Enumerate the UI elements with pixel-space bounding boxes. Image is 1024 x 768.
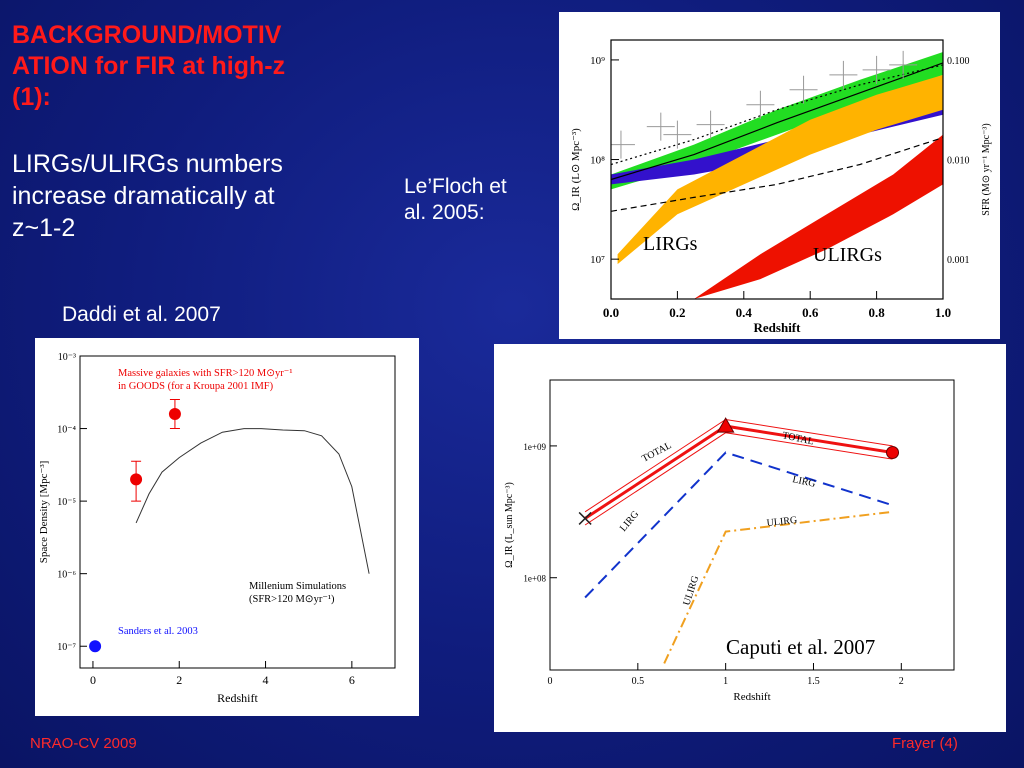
daddi-red-point-1 bbox=[168, 408, 181, 421]
lefloch-plot-area bbox=[611, 50, 943, 299]
lefloch-point-0 bbox=[611, 130, 635, 159]
lefloch-point-3 bbox=[696, 110, 725, 139]
daddi-y-tick-0: 10⁻⁷ bbox=[57, 642, 76, 653]
caputi-y-tick-1: 1e+09 bbox=[523, 442, 546, 452]
footer-right: Frayer (4) bbox=[892, 735, 958, 752]
lefloch-caption-line-1: Le’Floch et bbox=[404, 175, 507, 198]
lefloch-y-tick-1: 10⁸ bbox=[590, 155, 605, 167]
caputi-series-upper-0 bbox=[584, 418, 893, 513]
caputi-axes-frame bbox=[549, 379, 955, 671]
daddi-y-axis-label: Space Density [Mpc⁻³] bbox=[38, 461, 50, 564]
lefloch-x-tick-4: 0.8 bbox=[868, 305, 885, 320]
daddi-legend-red-line-2: in GOODS (for a Kroupa 2001 IMF) bbox=[118, 381, 274, 392]
daddi-y-tick-4: 10⁻³ bbox=[58, 352, 76, 363]
caputi-series-lower-0 bbox=[584, 432, 893, 526]
title-line-2: ATION for FIR at high-z bbox=[12, 52, 286, 80]
lefloch-band-3 bbox=[694, 134, 943, 299]
lefloch-x-tick-2: 0.4 bbox=[736, 305, 753, 320]
daddi-legend-sim-line-2: (SFR>120 M⊙yr⁻¹) bbox=[249, 594, 335, 605]
lefloch-point-7 bbox=[862, 55, 891, 84]
caputi-series-label-2: LIRG bbox=[618, 509, 641, 534]
daddi-y-tick-2: 10⁻⁵ bbox=[57, 497, 76, 508]
daddi-chart: 0 2 4 6 10⁻⁷ 10⁻⁶ 10⁻⁵ 10⁻⁴ 10⁻³ Redshift Space De… bbox=[38, 352, 396, 705]
caputi-marker-0 bbox=[716, 417, 735, 433]
lefloch-line-2 bbox=[611, 137, 943, 212]
daddi-legend-blue: Sanders et al. 2003 bbox=[118, 626, 198, 637]
lefloch-point-4 bbox=[746, 90, 775, 119]
lefloch-chart-panel: 0.0 0.2 0.4 0.6 0.8 1.0 10⁷ 10⁸ 10⁹ 0.001 0.010 0.1… bbox=[559, 12, 1000, 339]
daddi-caption: Daddi et al. 2007 bbox=[62, 303, 221, 326]
caputi-chart-panel: 0 0.5 1 1.5 2 1e+08 1e+09 Redshift Ω_IR (L_sun M… bbox=[494, 344, 1006, 732]
subtitle-line-3: z~1-2 bbox=[12, 214, 76, 242]
lefloch-point-6 bbox=[829, 60, 858, 89]
lefloch-point-8 bbox=[889, 50, 918, 79]
slide-subtitle: LIRGs/ULIRGs numbers increase dramatical… bbox=[12, 148, 392, 244]
daddi-y-tick-3: 10⁻⁴ bbox=[57, 425, 76, 436]
caputi-series-label-0: TOTAL bbox=[640, 440, 673, 465]
daddi-legend-sim-line-1: Millenium Simulations bbox=[249, 581, 346, 592]
daddi-x-tick-2: 4 bbox=[263, 673, 269, 687]
lefloch-caption-line-2: al. 2005: bbox=[404, 201, 485, 224]
caputi-series-0 bbox=[584, 424, 893, 520]
caputi-series-2 bbox=[663, 510, 893, 664]
lefloch-point-1 bbox=[646, 112, 675, 141]
lefloch-y-axis-label: Ω_IR (L⊙ Mpc⁻³) bbox=[570, 128, 582, 211]
daddi-x-tick-0: 0 bbox=[90, 673, 96, 687]
subtitle-line-1: LIRGs/ULIRGs numbers bbox=[12, 150, 283, 178]
lefloch-y2-tick-0: 0.001 bbox=[947, 255, 970, 266]
daddi-red-point-0 bbox=[130, 473, 143, 486]
lefloch-y2-axis-label: SFR (M⊙ yr⁻¹ Mpc⁻³) bbox=[981, 123, 992, 215]
lefloch-line-0 bbox=[611, 62, 943, 181]
lefloch-annotation-lirgs: LIRGs bbox=[643, 233, 698, 255]
daddi-legend-red-line-1: Massive galaxies with SFR>120 M⊙yr⁻¹ bbox=[118, 368, 293, 379]
daddi-x-axis-label: Redshift bbox=[217, 691, 258, 705]
caputi-series-label-3: LIRG bbox=[791, 474, 816, 490]
caputi-marker-1 bbox=[886, 446, 900, 459]
daddi-y-tick-1: 10⁻⁶ bbox=[57, 570, 76, 581]
lefloch-x-tick-0: 0.0 bbox=[603, 305, 619, 320]
caputi-series-1 bbox=[584, 451, 893, 599]
title-line-3: (1): bbox=[12, 83, 51, 111]
caputi-x-tick-2: 1 bbox=[723, 676, 728, 687]
caputi-y-tick-0: 1e+08 bbox=[523, 574, 546, 584]
lefloch-y2-tick-2: 0.100 bbox=[947, 56, 970, 67]
lefloch-annotation-ulirgs: ULIRGs bbox=[813, 244, 882, 266]
daddi-x-tick-3: 6 bbox=[349, 673, 355, 687]
caputi-marker-2 bbox=[578, 511, 592, 525]
daddi-axes-frame bbox=[79, 355, 396, 669]
lefloch-x-tick-1: 0.2 bbox=[669, 305, 685, 320]
lefloch-band-2 bbox=[617, 74, 943, 265]
caputi-caption: Caputi et al. 2007 bbox=[726, 635, 875, 659]
lefloch-x-tick-3: 0.6 bbox=[802, 305, 819, 320]
lefloch-caption: Le’Floch et al. 2005: bbox=[404, 174, 507, 226]
lefloch-x-tick-5: 1.0 bbox=[935, 305, 951, 320]
caputi-x-tick-1: 0.5 bbox=[632, 676, 645, 687]
lefloch-axes-frame bbox=[610, 39, 944, 300]
lefloch-y2-tick-1: 0.010 bbox=[947, 156, 970, 167]
caputi-y-axis-label: Ω_IR (L_sun Mpc⁻³) bbox=[504, 482, 515, 568]
daddi-chart-panel: 0 2 4 6 10⁻⁷ 10⁻⁶ 10⁻⁵ 10⁻⁴ 10⁻³ Redshift Space De… bbox=[35, 338, 419, 716]
caputi-x-tick-3: 1.5 bbox=[807, 676, 820, 687]
lefloch-chart: 0.0 0.2 0.4 0.6 0.8 1.0 10⁷ 10⁸ 10⁹ 0.001 0.010 0.1… bbox=[570, 39, 992, 335]
caputi-series-label-4: ULIRG bbox=[766, 515, 798, 529]
caputi-x-tick-4: 2 bbox=[899, 676, 904, 687]
caputi-chart: 0 0.5 1 1.5 2 1e+08 1e+09 Redshift Ω_IR (L_sun M… bbox=[504, 379, 955, 703]
lefloch-x-axis-label: Redshift bbox=[754, 320, 802, 335]
lefloch-point-5 bbox=[789, 75, 818, 104]
subtitle-line-2: increase dramatically at bbox=[12, 182, 275, 210]
lefloch-y-tick-0: 10⁷ bbox=[590, 254, 605, 266]
daddi-blue-point-0 bbox=[89, 640, 102, 653]
daddi-x-tick-1: 2 bbox=[176, 673, 182, 687]
lefloch-point-2 bbox=[663, 120, 692, 149]
daddi-simulation-curve bbox=[135, 428, 370, 574]
footer-left: NRAO-CV 2009 bbox=[30, 735, 137, 752]
lefloch-y-tick-2: 10⁹ bbox=[590, 55, 605, 67]
slide-title: BACKGROUND/MOTIV ATION for FIR at high-z… bbox=[12, 20, 392, 113]
title-line-1: BACKGROUND/MOTIV bbox=[12, 21, 282, 49]
caputi-x-tick-0: 0 bbox=[548, 676, 553, 687]
caputi-x-axis-label: Redshift bbox=[733, 691, 770, 703]
